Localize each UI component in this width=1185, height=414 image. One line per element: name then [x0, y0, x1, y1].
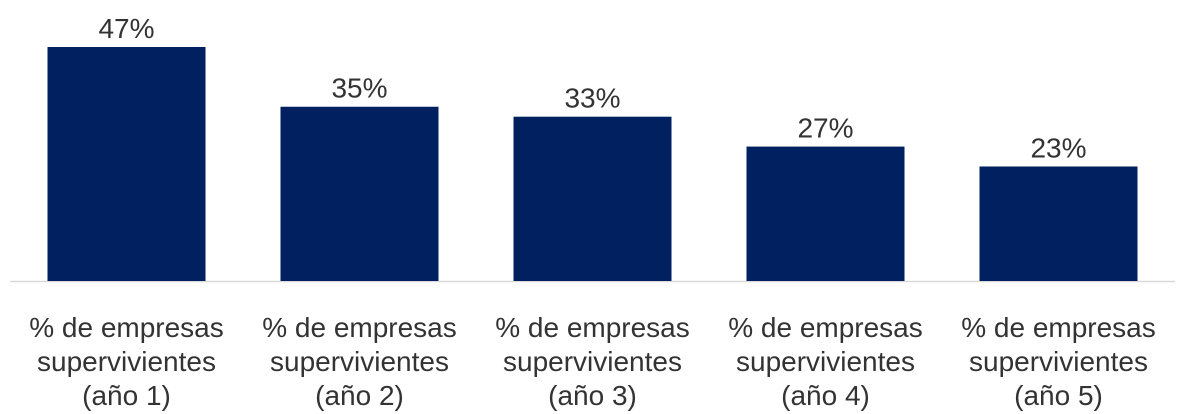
category-label-4: % de empresas supervivientes (año 4): [728, 312, 923, 411]
data-label-3: 33%: [564, 83, 620, 114]
category-label-line: supervivientes: [503, 346, 682, 377]
category-label-line: % de empresas: [961, 312, 1156, 343]
category-label-1: % de empresas supervivientes (año 1): [29, 312, 224, 411]
category-label-2: % de empresas supervivientes (año 2): [262, 312, 457, 411]
category-label-line: (año 2): [315, 380, 404, 411]
data-label-4: 27%: [797, 113, 853, 144]
category-label-line: % de empresas: [728, 312, 923, 343]
bar-4: [746, 146, 905, 281]
bar-2: [280, 106, 439, 281]
category-label-line: % de empresas: [495, 312, 690, 343]
bar-3: [513, 116, 672, 282]
data-label-1: 47%: [98, 13, 154, 44]
category-label-line: supervivientes: [969, 346, 1148, 377]
category-label-line: (año 4): [781, 380, 870, 411]
category-label-line: supervivientes: [270, 346, 449, 377]
data-label-5: 23%: [1030, 132, 1086, 163]
category-label-line: supervivientes: [37, 346, 216, 377]
category-label-line: (año 3): [548, 380, 637, 411]
category-label-line: % de empresas: [29, 312, 224, 343]
bar-5: [979, 166, 1138, 281]
category-label-5: % de empresas supervivientes (año 5): [961, 312, 1156, 411]
category-label-line: supervivientes: [736, 346, 915, 377]
category-label-line: (año 1): [82, 380, 171, 411]
category-label-line: (año 5): [1014, 380, 1103, 411]
category-label-3: % de empresas supervivientes (año 3): [495, 312, 690, 411]
category-label-line: % de empresas: [262, 312, 457, 343]
bar-1: [47, 47, 206, 281]
data-label-2: 35%: [331, 73, 387, 104]
